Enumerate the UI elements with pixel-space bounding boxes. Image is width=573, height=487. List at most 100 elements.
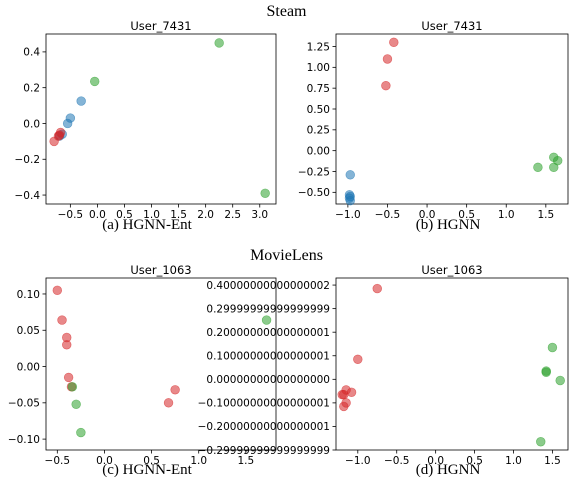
green-point <box>261 315 272 325</box>
subfigure-caption: (d) HGNN <box>416 462 481 478</box>
green-point <box>547 342 558 353</box>
red-point <box>163 398 174 408</box>
x-tick-label: 0.0 <box>419 209 436 221</box>
green-point <box>533 162 543 173</box>
plot-frame <box>45 33 277 205</box>
plot-frame <box>45 277 277 451</box>
green-point <box>76 427 86 438</box>
scatter-panel-0: User_7431 −0.5 0.0 0.5 1.0 1.5 2.0 2.5 3.0 −0.4 −0… <box>15 19 277 233</box>
y-tick-label: 0.29999999999999999 <box>206 303 330 315</box>
scatter-panel-3: User_1063−1.0 −0.5 0.0 0.5 1.0 1.5−0.29999999… <box>198 263 569 478</box>
plot-frame <box>335 33 569 205</box>
x-tick-label: 0.0 <box>427 455 444 467</box>
x-tick-label: 0.0 <box>89 209 106 221</box>
x-tick-label: 1.0 <box>498 209 515 221</box>
green-point <box>549 162 559 173</box>
plot-title: User_1063 <box>130 263 191 277</box>
x-tick-label: 0.5 <box>458 209 475 221</box>
x-tick-label: 1.5 <box>537 209 554 221</box>
red-point <box>339 401 349 412</box>
y-tick-label: −0.2 <box>15 154 41 166</box>
red-point <box>57 315 67 325</box>
y-tick-label: 0.00 <box>307 145 330 157</box>
y-tick-label: 0.75 <box>307 83 330 95</box>
blue-point <box>345 170 355 180</box>
scatter-panel-1: User_7431 −1.0 −0.5 0.0 0.5 1.0 1.5 −0.50 −0.25 0… <box>298 19 569 233</box>
y-tick-label: 0.2 <box>23 82 40 94</box>
blue-point <box>76 96 86 106</box>
x-tick-label: 2.0 <box>197 209 214 221</box>
red-point <box>52 285 63 296</box>
subfigure-caption: (b) HGNN <box>416 217 481 233</box>
y-tick-label: −0.29999999999999999 <box>198 445 330 457</box>
red-point <box>381 80 391 91</box>
y-tick-label: 0.00 <box>17 361 40 373</box>
y-tick-label: 0.00000000000000000 <box>206 374 330 386</box>
green-point <box>214 38 224 48</box>
green-point <box>90 76 100 87</box>
y-tick-label: −0.10000000000000001 <box>198 398 330 410</box>
y-tick-label: 0.25 <box>307 125 330 137</box>
green-point <box>71 399 81 409</box>
plot-title: User_1063 <box>421 263 482 277</box>
y-tick-label: −0.10 <box>8 434 40 446</box>
blue-point <box>345 195 355 206</box>
y-tick-label: 0.50 <box>307 104 330 116</box>
y-tick-label: 1.25 <box>307 41 330 53</box>
y-tick-label: −0.4 <box>15 190 41 202</box>
y-tick-label: −0.05 <box>8 398 40 410</box>
y-tick-label: 0.10000000000000001 <box>206 351 330 363</box>
red-point <box>53 131 64 141</box>
scatter-panel-2: User_1063 −0.5 0.0 0.5 1.0 1.5 −0.10 −0.05 0.00 0… <box>8 263 277 478</box>
y-tick-label: −0.50 <box>298 187 330 199</box>
y-tick-label: 1.00 <box>307 62 330 74</box>
subfigure-caption: (c) HGNN-Ent <box>102 462 192 478</box>
green-point <box>536 437 546 447</box>
y-tick-label: 0.0 <box>23 118 40 130</box>
y-tick-label: −0.25 <box>298 166 330 178</box>
x-tick-label: −0.5 <box>45 455 71 467</box>
section-title-movielens: MovieLens <box>250 247 323 264</box>
red-point <box>170 385 180 395</box>
x-tick-label: −0.5 <box>384 455 410 467</box>
y-tick-label: −0.20000000000000001 <box>198 421 330 433</box>
green-point <box>67 382 78 392</box>
red-point <box>62 340 72 350</box>
x-tick-label: −0.5 <box>375 209 401 221</box>
green-point <box>555 375 565 386</box>
red-point <box>372 283 382 294</box>
x-tick-label: 1.0 <box>190 455 207 467</box>
green-point <box>260 188 270 198</box>
plot-title: User_7431 <box>130 19 191 33</box>
x-tick-label: −1.0 <box>345 455 371 467</box>
green-point <box>541 367 551 377</box>
red-point <box>339 389 349 400</box>
y-tick-label: 0.40000000000000002 <box>206 280 330 292</box>
subfigure-caption: (a) HGNN-Ent <box>102 217 192 233</box>
plot-frame <box>335 277 569 451</box>
x-tick-label: 0.5 <box>143 455 160 467</box>
red-point <box>389 37 399 48</box>
x-tick-label: 1.5 <box>544 455 561 467</box>
section-title-steam: Steam <box>266 3 307 20</box>
x-tick-label: 0.5 <box>116 209 133 221</box>
x-tick-label: 2.5 <box>224 209 241 221</box>
y-tick-label: 0.05 <box>17 325 40 337</box>
x-tick-label: 0.5 <box>466 455 483 467</box>
x-tick-label: 1.5 <box>170 209 187 221</box>
x-tick-label: 1.0 <box>143 209 160 221</box>
blue-point <box>62 118 73 129</box>
y-tick-label: 0.20000000000000001 <box>206 327 330 339</box>
red-point <box>346 387 357 397</box>
x-tick-label: 1.0 <box>505 455 522 467</box>
x-tick-label: −0.5 <box>58 209 84 221</box>
plot-title: User_7431 <box>421 19 482 33</box>
y-tick-label: 0.4 <box>23 47 40 59</box>
red-point <box>353 354 363 364</box>
red-point <box>382 54 393 64</box>
red-point <box>63 372 74 383</box>
x-tick-label: 0.0 <box>96 455 113 467</box>
x-tick-label: 3.0 <box>251 209 268 221</box>
x-tick-label: 1.5 <box>237 455 254 467</box>
